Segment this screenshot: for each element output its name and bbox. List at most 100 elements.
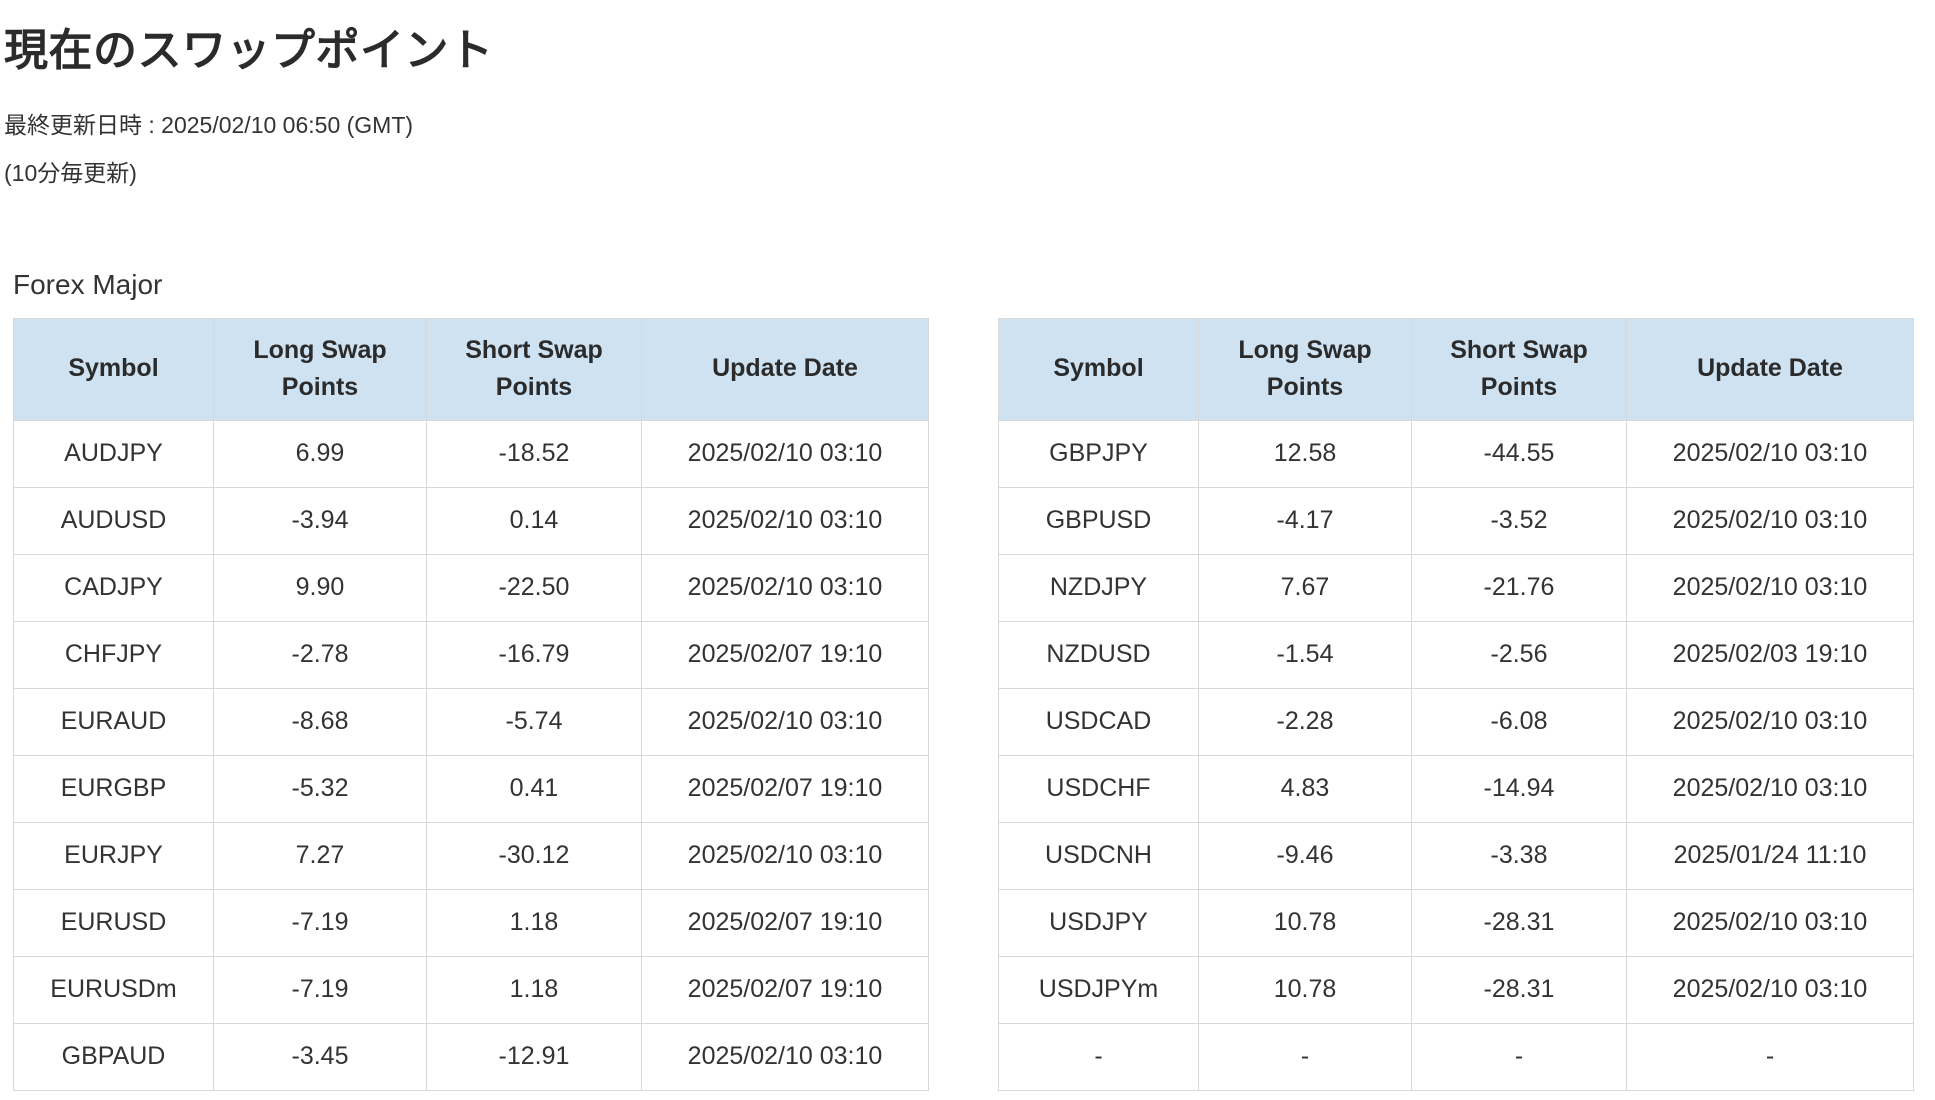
update-date-cell: 2025/02/10 03:10 [1626,754,1914,823]
update-date-cell: 2025/02/10 03:10 [641,419,929,488]
table-header-cell: Update Date [1626,317,1914,421]
long-swap-cell: 12.58 [1198,419,1412,488]
table-header-cell: Symbol [998,317,1199,421]
symbol-cell: USDJPY [998,888,1199,957]
table-row: USDCNH -9.46 -3.38 2025/01/24 11:10 [998,821,1914,890]
update-date-cell: 2025/02/10 03:10 [641,486,929,555]
table-header-label: Symbol [68,354,159,383]
table-body-right: GBPJPY 12.58 -44.55 2025/02/10 03:10 GBPUSD -… [998,419,1914,1091]
table-header-right: Symbol Long Swap Points Short Swap Points U… [998,317,1914,421]
update-date-cell: 2025/02/10 03:10 [1626,687,1914,756]
update-date-cell: - [1626,1022,1914,1091]
table-row: EURUSDm -7.19 1.18 2025/02/07 19:10 [13,955,929,1024]
long-swap-cell: 4.83 [1198,754,1412,823]
short-swap-cell: -5.74 [426,687,642,756]
short-swap-cell: -3.52 [1411,486,1627,555]
long-swap-cell: 7.27 [213,821,427,890]
long-swap-cell: - [1198,1022,1412,1091]
table-body-left: AUDJPY 6.99 -18.52 2025/02/10 03:10 AUDUSD -3… [13,419,929,1091]
table-row: AUDJPY 6.99 -18.52 2025/02/10 03:10 [13,419,929,488]
long-swap-cell: -9.46 [1198,821,1412,890]
long-swap-cell: -2.78 [213,620,427,689]
table-row: EURGBP -5.32 0.41 2025/02/07 19:10 [13,754,929,823]
short-swap-cell: 1.18 [426,888,642,957]
short-swap-cell: -28.31 [1411,955,1627,1024]
table-header-row: Symbol Long Swap Points Short Swap Points U… [998,317,1914,421]
swap-points-page: 現在のスワップポイント 最終更新日時 : 2025/02/10 06:50 (G… [0,26,1935,1100]
symbol-cell: USDJPYm [998,955,1199,1024]
symbol-cell: NZDJPY [998,553,1199,622]
table-header-cell: Short Swap Points [426,317,642,421]
short-swap-cell: -6.08 [1411,687,1627,756]
symbol-cell: EURUSDm [13,955,214,1024]
long-swap-cell: -4.17 [1198,486,1412,555]
last-updated-text: 最終更新日時 : 2025/02/10 06:50 (GMT) [4,111,414,138]
symbol-cell: EURGBP [13,754,214,823]
table-row: USDJPY 10.78 -28.31 2025/02/10 03:10 [998,888,1914,957]
symbol-cell: CADJPY [13,553,214,622]
update-date-cell: 2025/02/07 19:10 [641,888,929,957]
table-row: EURAUD -8.68 -5.74 2025/02/10 03:10 [13,687,929,756]
symbol-cell: USDCAD [998,687,1199,756]
symbol-cell: GBPAUD [13,1022,214,1091]
long-swap-cell: -1.54 [1198,620,1412,689]
table-row: GBPAUD -3.45 -12.91 2025/02/10 03:10 [13,1022,929,1091]
page-title: 現在のスワップポイント [4,26,494,75]
long-swap-cell: -3.94 [213,486,427,555]
table-row: CHFJPY -2.78 -16.79 2025/02/07 19:10 [13,620,929,689]
symbol-cell: GBPJPY [998,419,1199,488]
symbol-cell: AUDJPY [13,419,214,488]
short-swap-cell: -44.55 [1411,419,1627,488]
update-date-cell: 2025/02/10 03:10 [641,821,929,890]
table-header-label: Symbol [1053,354,1144,383]
long-swap-cell: -2.28 [1198,687,1412,756]
table-row: CADJPY 9.90 -22.50 2025/02/10 03:10 [13,553,929,622]
update-date-cell: 2025/02/10 03:10 [1626,486,1914,555]
update-interval-note: (10分毎更新) [4,159,137,186]
table-header-label: Short Swap Points [1450,335,1588,402]
table-row: NZDJPY 7.67 -21.76 2025/02/10 03:10 [998,553,1914,622]
table-header-cell: Update Date [641,317,929,421]
symbol-cell: EURUSD [13,888,214,957]
symbol-cell: AUDUSD [13,486,214,555]
long-swap-cell: -3.45 [213,1022,427,1091]
update-date-cell: 2025/02/10 03:10 [1626,955,1914,1024]
update-date-cell: 2025/02/10 03:10 [1626,888,1914,957]
swap-table-left: Symbol Long Swap Points Short Swap Points U… [13,317,929,1091]
update-date-cell: 2025/02/07 19:10 [641,754,929,823]
table-header-label: Update Date [1697,354,1843,383]
update-date-cell: 2025/02/07 19:10 [641,620,929,689]
long-swap-cell: 10.78 [1198,888,1412,957]
table-row: AUDUSD -3.94 0.14 2025/02/10 03:10 [13,486,929,555]
table-header-label: Long Swap Points [253,335,387,402]
update-date-cell: 2025/02/03 19:10 [1626,620,1914,689]
table-header-cell: Long Swap Points [1198,317,1412,421]
table-row: ---- [998,1022,1914,1091]
short-swap-cell: -18.52 [426,419,642,488]
table-row: NZDUSD -1.54 -2.56 2025/02/03 19:10 [998,620,1914,689]
table-header-label: Short Swap Points [465,335,603,402]
short-swap-cell: -2.56 [1411,620,1627,689]
swap-tables-container: Symbol Long Swap Points Short Swap Points U… [13,317,1935,1091]
short-swap-cell: -14.94 [1411,754,1627,823]
long-swap-cell: 6.99 [213,419,427,488]
symbol-cell: NZDUSD [998,620,1199,689]
table-row: EURJPY 7.27 -30.12 2025/02/10 03:10 [13,821,929,890]
short-swap-cell: -3.38 [1411,821,1627,890]
table-header-cell: Long Swap Points [213,317,427,421]
update-date-cell: 2025/02/10 03:10 [641,553,929,622]
table-header-left: Symbol Long Swap Points Short Swap Points U… [13,317,929,421]
update-date-cell: 2025/02/10 03:10 [1626,553,1914,622]
table-header-cell: Symbol [13,317,214,421]
update-date-cell: 2025/02/10 03:10 [641,687,929,756]
short-swap-cell: 0.41 [426,754,642,823]
table-header-cell: Short Swap Points [1411,317,1627,421]
symbol-cell: USDCHF [998,754,1199,823]
short-swap-cell: -16.79 [426,620,642,689]
long-swap-cell: 7.67 [1198,553,1412,622]
symbol-cell: EURAUD [13,687,214,756]
symbol-cell: EURJPY [13,821,214,890]
table-row: EURUSD -7.19 1.18 2025/02/07 19:10 [13,888,929,957]
section-title-forex-major: Forex Major [13,268,163,300]
long-swap-cell: -7.19 [213,888,427,957]
